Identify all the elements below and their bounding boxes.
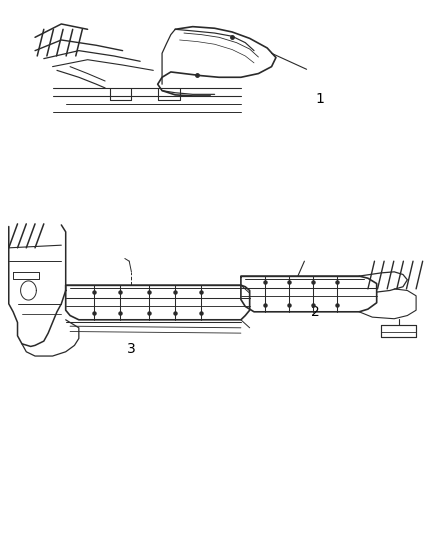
Text: 2: 2 <box>311 305 320 319</box>
Text: 1: 1 <box>315 92 324 106</box>
Text: 3: 3 <box>127 342 136 356</box>
